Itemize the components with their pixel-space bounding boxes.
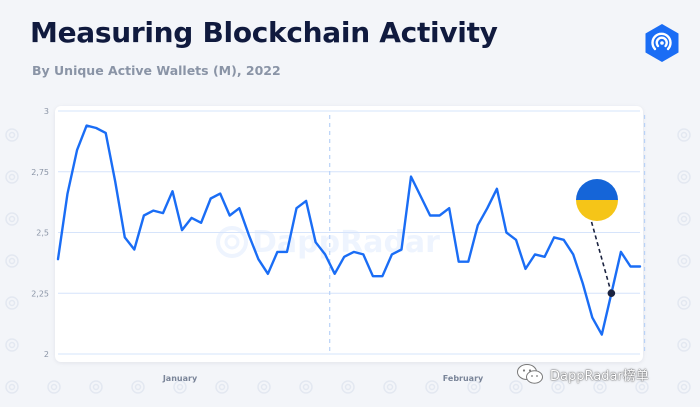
y-tick-label: 2,5 xyxy=(36,229,49,238)
series-line xyxy=(56,124,642,336)
x-tick-label: February xyxy=(443,374,484,383)
x-tick-label: January xyxy=(162,374,198,383)
y-tick-label: 3 xyxy=(44,107,49,116)
ukraine-flag-icon xyxy=(576,179,618,221)
dappradar-logo-icon xyxy=(645,24,679,62)
annotation-point xyxy=(607,289,616,298)
chart-card xyxy=(55,106,643,362)
y-tick-label: 2,25 xyxy=(31,289,49,298)
annotation-connector xyxy=(590,219,613,294)
dappradar-watermark: DappRadar xyxy=(216,225,440,260)
wechat-icon xyxy=(517,364,543,384)
page-subtitle: By Unique Active Wallets (M), 2022 xyxy=(32,63,281,78)
watermark-text: DappRadar榜单 xyxy=(550,368,649,384)
svg-text:DappRadar: DappRadar xyxy=(252,225,440,260)
y-tick-label: 2 xyxy=(44,350,49,359)
y-tick-label: 2,75 xyxy=(31,168,49,177)
wechat-watermark: DappRadar榜单 xyxy=(516,363,649,385)
page-title: Measuring Blockchain Activity xyxy=(30,16,498,49)
